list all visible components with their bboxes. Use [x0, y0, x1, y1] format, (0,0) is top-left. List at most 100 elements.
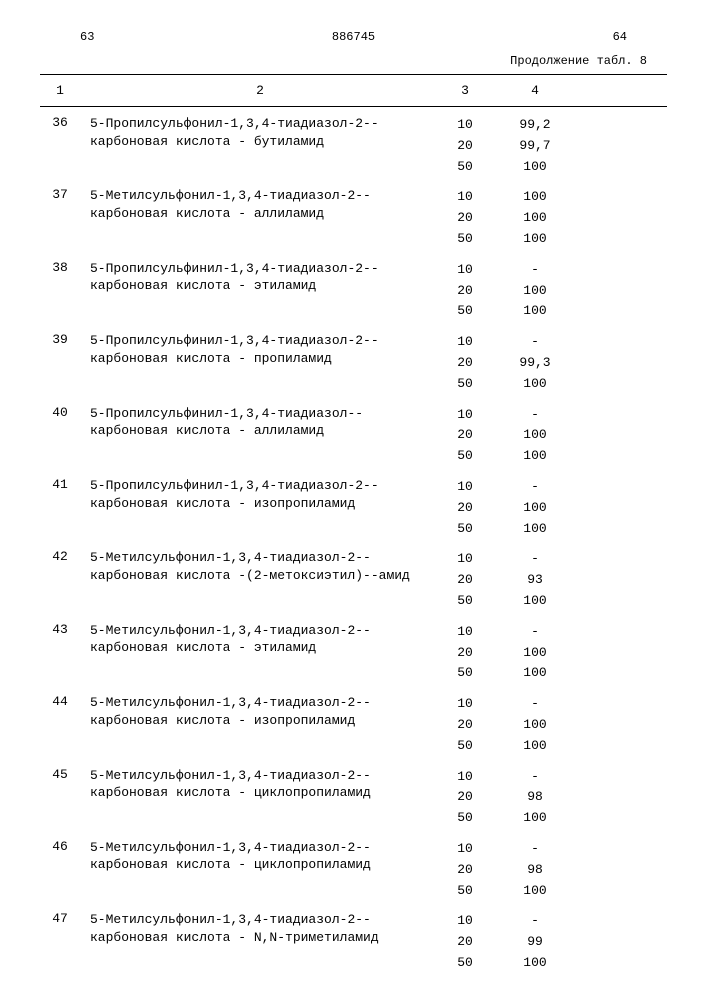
row-number: 44	[40, 694, 80, 756]
value-row: 2099	[430, 932, 667, 953]
col-header-4: 4	[500, 83, 570, 98]
compound-name: 5-Пропилсульфонил-1,3,4-тиадиазол-2--кар…	[80, 115, 430, 177]
col4-value: 100	[500, 425, 570, 446]
page-number-right: 64	[613, 30, 627, 44]
col4-value: 100	[500, 301, 570, 322]
value-row: 10-	[430, 694, 667, 715]
table-row: 425-Метилсульфонил-1,3,4-тиадиазол-2--ка…	[40, 543, 667, 615]
col-header-2: 2	[80, 83, 430, 98]
value-rows: 10-209950100	[430, 911, 667, 973]
row-number: 42	[40, 549, 80, 611]
col3-value: 50	[430, 446, 500, 467]
col4-value: -	[500, 477, 570, 498]
table-row: 415-Пропилсульфинил-1,3,4-тиадиазол-2--к…	[40, 471, 667, 543]
col3-value: 20	[430, 425, 500, 446]
col4-value: -	[500, 260, 570, 281]
col3-value: 20	[430, 281, 500, 302]
value-rows: 10-2010050100	[430, 694, 667, 756]
col3-value: 10	[430, 260, 500, 281]
col4-value: 100	[500, 881, 570, 902]
value-row: 20100	[430, 281, 667, 302]
value-row: 50100	[430, 519, 667, 540]
col4-value: 100	[500, 229, 570, 250]
col4-value: 99,2	[500, 115, 570, 136]
rule-under-header	[40, 106, 667, 107]
value-row: 50100	[430, 953, 667, 974]
col3-value: 50	[430, 663, 500, 684]
col3-value: 50	[430, 953, 500, 974]
page-number-left: 63	[80, 30, 94, 44]
value-row: 1099,2	[430, 115, 667, 136]
table-row: 385-Пропилсульфинил-1,3,4-тиадиазол-2--к…	[40, 254, 667, 326]
row-number: 41	[40, 477, 80, 539]
col3-value: 50	[430, 519, 500, 540]
page-header: 63 886745 64	[40, 30, 667, 54]
col3-value: 10	[430, 549, 500, 570]
value-row: 10-	[430, 260, 667, 281]
value-rows: 10-209850100	[430, 839, 667, 901]
col4-value: 100	[500, 281, 570, 302]
col4-value: 100	[500, 808, 570, 829]
col3-value: 20	[430, 715, 500, 736]
col4-value: 100	[500, 498, 570, 519]
value-row: 50100	[430, 229, 667, 250]
value-row: 2098	[430, 860, 667, 881]
col3-value: 10	[430, 405, 500, 426]
col4-value: 100	[500, 519, 570, 540]
value-row: 10-	[430, 332, 667, 353]
col3-value: 50	[430, 374, 500, 395]
col4-value: -	[500, 839, 570, 860]
col3-value: 50	[430, 301, 500, 322]
value-row: 20100	[430, 643, 667, 664]
compound-name: 5-Метилсульфонил-1,3,4-тиадиазол-2--карб…	[80, 767, 430, 829]
col-header-3: 3	[430, 83, 500, 98]
col3-value: 50	[430, 881, 500, 902]
col3-value: 50	[430, 736, 500, 757]
value-rows: 1099,22099,750100	[430, 115, 667, 177]
row-number: 36	[40, 115, 80, 177]
value-row: 50100	[430, 663, 667, 684]
table-row: 365-Пропилсульфонил-1,3,4-тиадиазол-2--к…	[40, 109, 667, 181]
value-rows: 10-209850100	[430, 767, 667, 829]
table-body: 365-Пропилсульфонил-1,3,4-тиадиазол-2--к…	[40, 109, 667, 978]
value-row: 10100	[430, 187, 667, 208]
value-row: 10-	[430, 549, 667, 570]
compound-name: 5-Метилсульфонил-1,3,4-тиадиазол-2--карб…	[80, 839, 430, 901]
col4-value: 100	[500, 591, 570, 612]
value-row: 50100	[430, 374, 667, 395]
table-continuation-label: Продолжение табл. 8	[40, 54, 667, 72]
compound-name: 5-Метилсульфонил-1,3,4-тиадиазол-2--карб…	[80, 549, 430, 611]
col3-value: 20	[430, 860, 500, 881]
value-row: 20100	[430, 715, 667, 736]
table-row: 375-Метилсульфонил-1,3,4-тиадиазол-2--ка…	[40, 181, 667, 253]
col3-value: 10	[430, 187, 500, 208]
col3-value: 20	[430, 208, 500, 229]
table-row: 435-Метилсульфонил-1,3,4-тиадиазол-2--ка…	[40, 616, 667, 688]
table-row: 395-Пропилсульфинил-1,3,4-тиадиазол-2--к…	[40, 326, 667, 398]
col4-value: -	[500, 622, 570, 643]
value-row: 50100	[430, 736, 667, 757]
col-header-1: 1	[40, 83, 80, 98]
col4-value: 100	[500, 643, 570, 664]
value-row: 50100	[430, 157, 667, 178]
col3-value: 50	[430, 808, 500, 829]
col4-value: 100	[500, 187, 570, 208]
value-row: 50100	[430, 301, 667, 322]
value-row: 10-	[430, 839, 667, 860]
col4-value: -	[500, 694, 570, 715]
col4-value: 100	[500, 663, 570, 684]
col4-value: -	[500, 332, 570, 353]
col3-value: 50	[430, 591, 500, 612]
table-row: 475-Метилсульфонил-1,3,4-тиадиазол-2--ка…	[40, 905, 667, 977]
compound-name: 5-Пропилсульфинил-1,3,4-тиадиазол--карбо…	[80, 405, 430, 467]
value-row: 10-	[430, 477, 667, 498]
col4-value: 100	[500, 208, 570, 229]
col4-value: 93	[500, 570, 570, 591]
col3-value: 10	[430, 477, 500, 498]
col3-value: 50	[430, 229, 500, 250]
col3-value: 10	[430, 115, 500, 136]
value-rows: 10-2010050100	[430, 477, 667, 539]
col3-value: 10	[430, 694, 500, 715]
compound-name: 5-Метилсульфонил-1,3,4-тиадиазол-2--карб…	[80, 187, 430, 249]
table-row: 465-Метилсульфонил-1,3,4-тиадиазол-2--ка…	[40, 833, 667, 905]
